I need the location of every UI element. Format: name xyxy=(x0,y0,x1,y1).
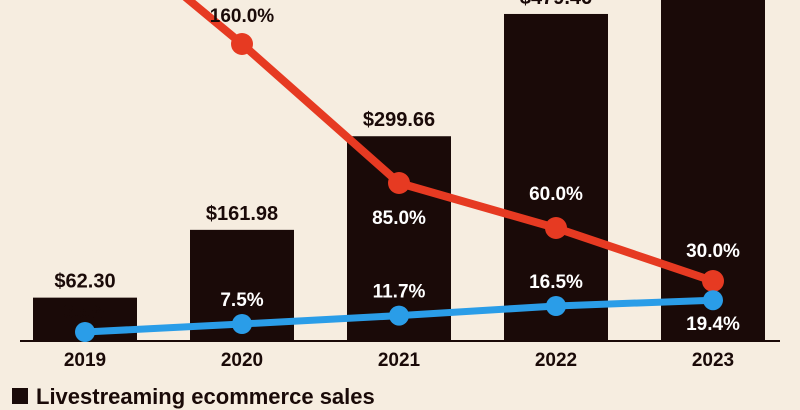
share-point xyxy=(232,314,252,334)
share-point xyxy=(75,322,95,342)
bar-2022 xyxy=(504,13,608,341)
growth-point xyxy=(545,217,567,239)
share-label: 3.5% xyxy=(63,302,106,323)
growth-label: 30.0% xyxy=(686,241,740,262)
share-line-group: 3.5% 7.5% 11.7% 16.5% 19.4% xyxy=(63,272,740,342)
share-point xyxy=(389,305,409,326)
growth-point xyxy=(388,172,410,194)
bar-label-group: $62.30 $161.98 $299.66 $479.46 xyxy=(54,0,592,293)
bar-value-label: $299.66 xyxy=(363,109,435,131)
share-point xyxy=(703,290,723,311)
share-label: 11.7% xyxy=(373,282,426,303)
share-label: 7.5% xyxy=(220,290,263,311)
growth-label: 160.0% xyxy=(210,6,275,27)
growth-point xyxy=(231,33,253,55)
share-label: 19.4% xyxy=(686,314,740,335)
legend-swatch xyxy=(12,388,28,404)
growth-line-group: 160.0% 85.0% 60.0% 30.0% xyxy=(182,0,740,292)
growth-label: 60.0% xyxy=(529,184,583,205)
bar-value-label: $62.30 xyxy=(54,271,115,293)
growth-label: 85.0% xyxy=(372,208,426,229)
bar-value-label: $479.46 xyxy=(520,0,592,9)
x-tick-label: 2019 xyxy=(64,350,106,371)
x-tick-label: 2023 xyxy=(692,350,734,371)
x-tick-label: 2021 xyxy=(378,350,421,371)
chart: $62.30 $161.98 $299.66 $479.46 160.0% 85.0% 6… xyxy=(20,0,780,371)
legend-label: Livestreaming ecommerce sales xyxy=(36,384,375,409)
share-point xyxy=(546,296,566,316)
share-label: 16.5% xyxy=(529,272,583,293)
growth-point xyxy=(702,270,724,292)
bar-value-label: $161.98 xyxy=(206,203,278,225)
x-tick-group: 2019 2020 2021 2022 2023 xyxy=(64,350,734,371)
x-tick-label: 2020 xyxy=(221,350,263,371)
x-tick-label: 2022 xyxy=(535,350,577,371)
